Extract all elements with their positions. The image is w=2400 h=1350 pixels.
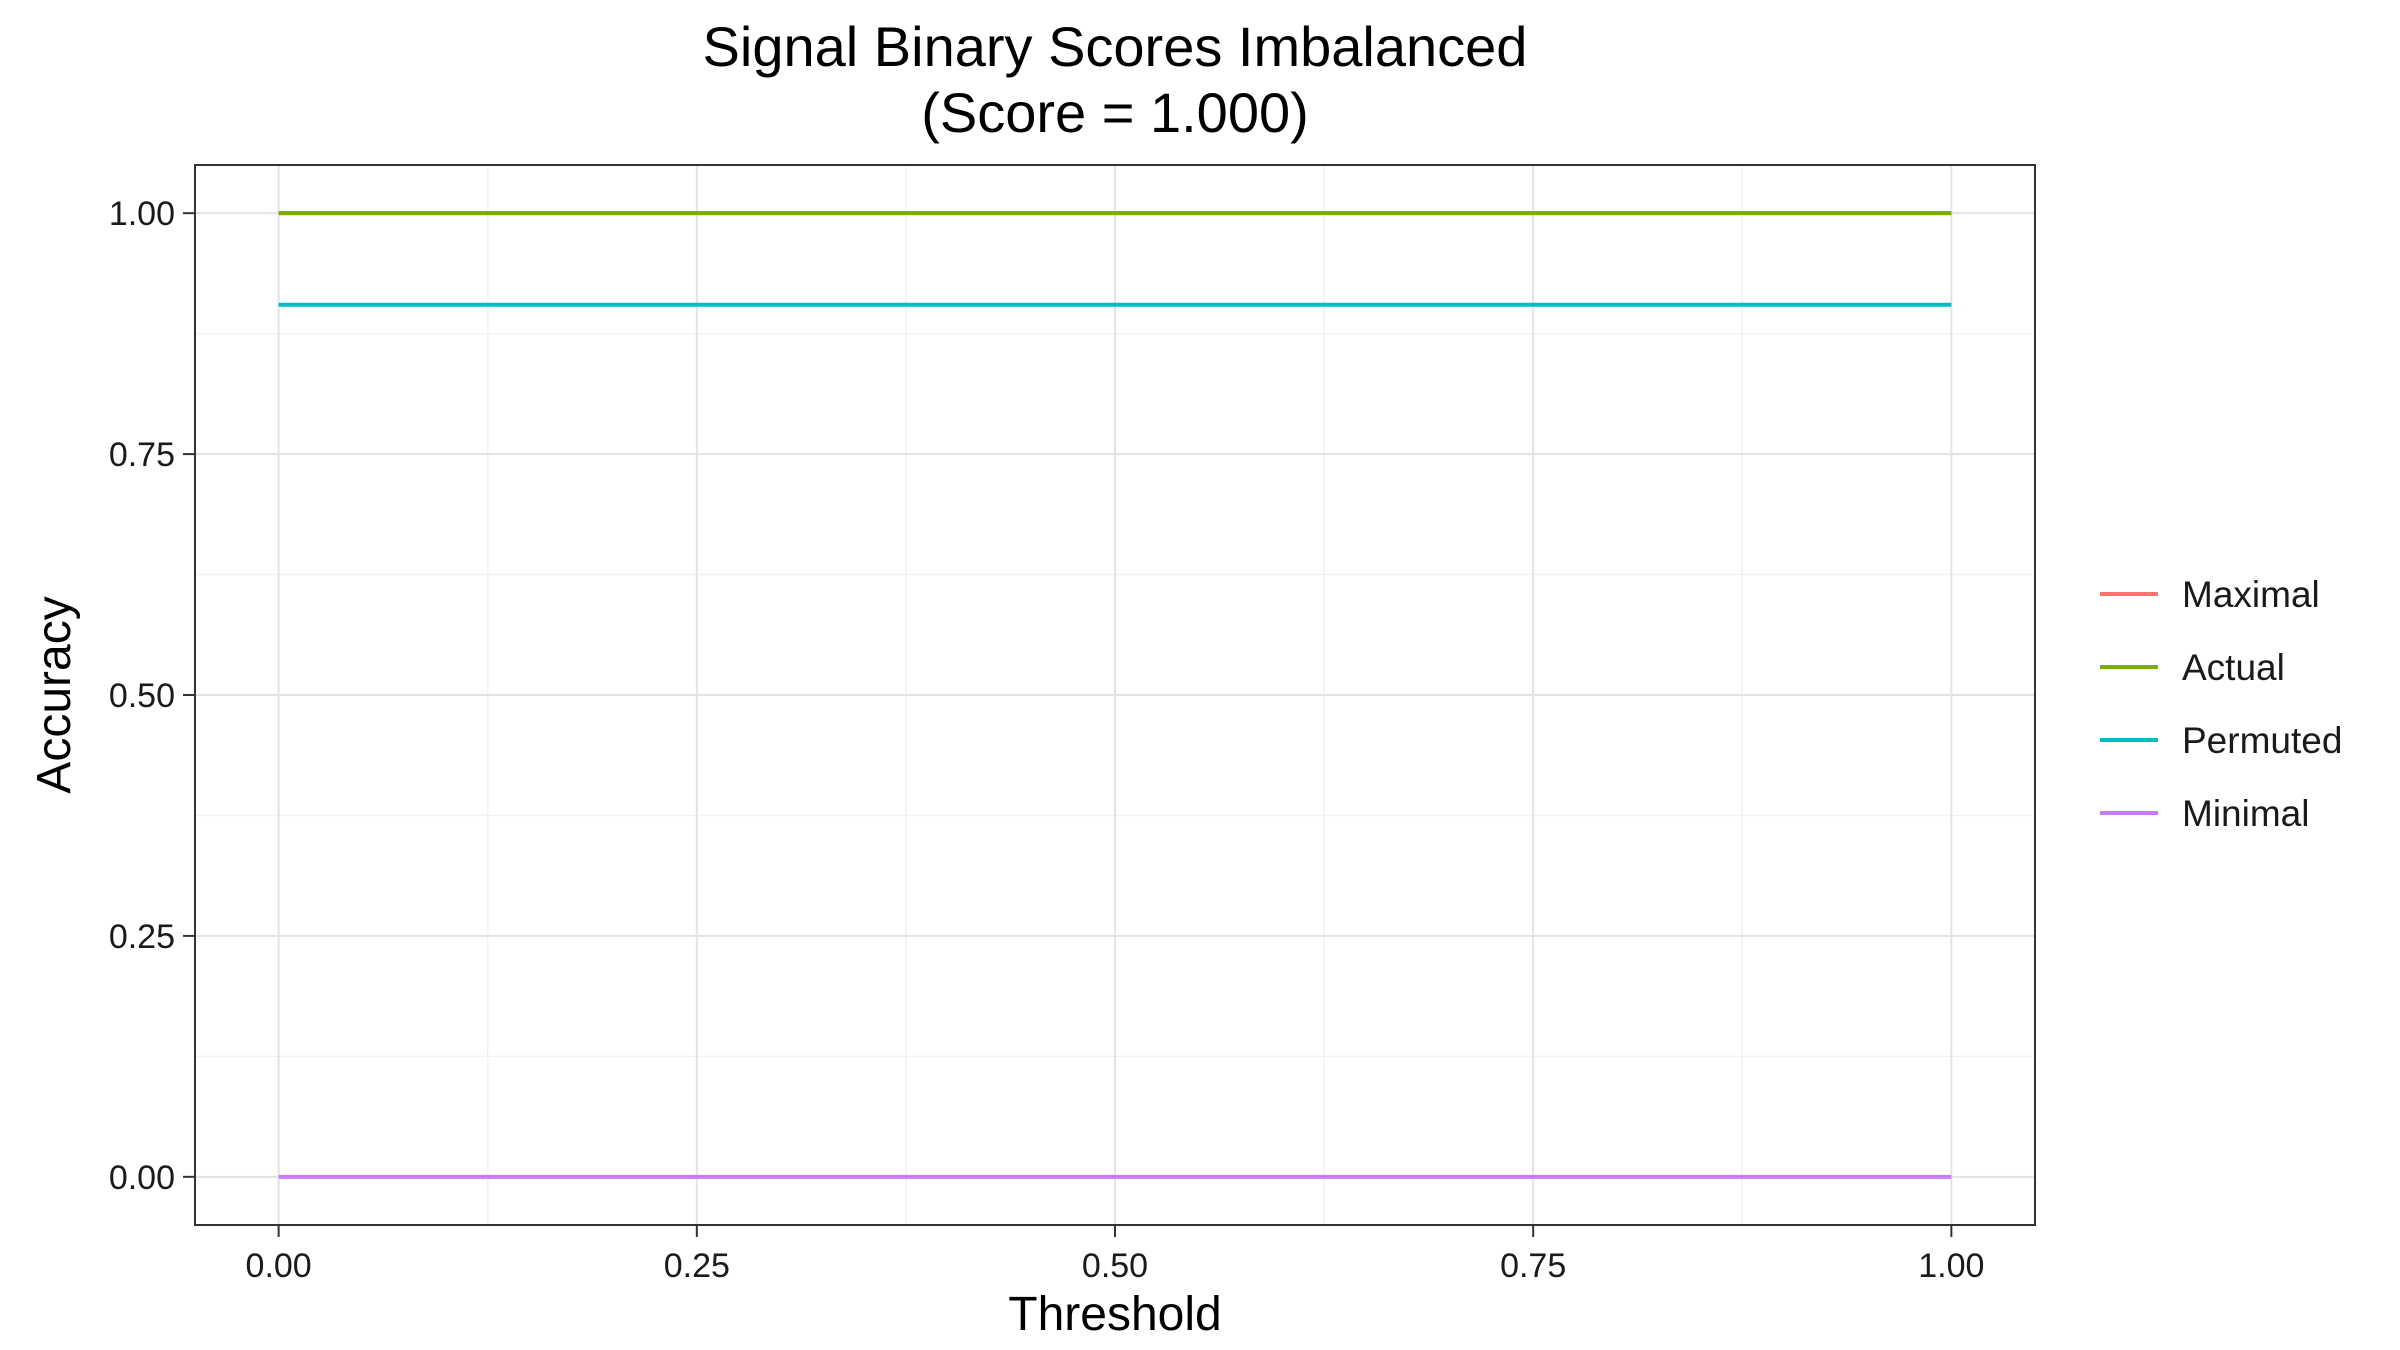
y-tick-label: 0.25 [109,918,175,956]
legend-label-maximal: Maximal [2182,574,2320,615]
chart-subtitle: (Score = 1.000) [921,81,1309,144]
legend-label-permuted: Permuted [2182,720,2342,761]
x-tick-label: 0.00 [246,1247,312,1285]
y-tick-label: 0.50 [109,677,175,715]
x-tick-label: 0.75 [1500,1247,1566,1285]
y-axis-title: Accuracy [28,596,81,793]
series-lines [278,211,1952,1179]
x-tick-label: 0.25 [664,1247,730,1285]
x-tick-label: 1.00 [1918,1247,1984,1285]
x-axis-title: Threshold [1008,1288,1221,1341]
legend-label-actual: Actual [2182,647,2285,688]
y-tick-label: 1.00 [109,195,175,233]
chart-title: Signal Binary Scores Imbalanced [703,15,1528,78]
axes: 0.00 0.25 0.50 0.75 1.00 0.00 0.25 0.50 0.75 1.00 [109,195,1985,1285]
legend: Maximal Actual Permuted Minimal [2100,574,2342,834]
y-tick-label: 0.00 [109,1159,175,1197]
x-tick-label: 0.50 [1082,1247,1148,1285]
y-tick-label: 0.75 [109,436,175,474]
legend-label-minimal: Minimal [2182,793,2309,834]
